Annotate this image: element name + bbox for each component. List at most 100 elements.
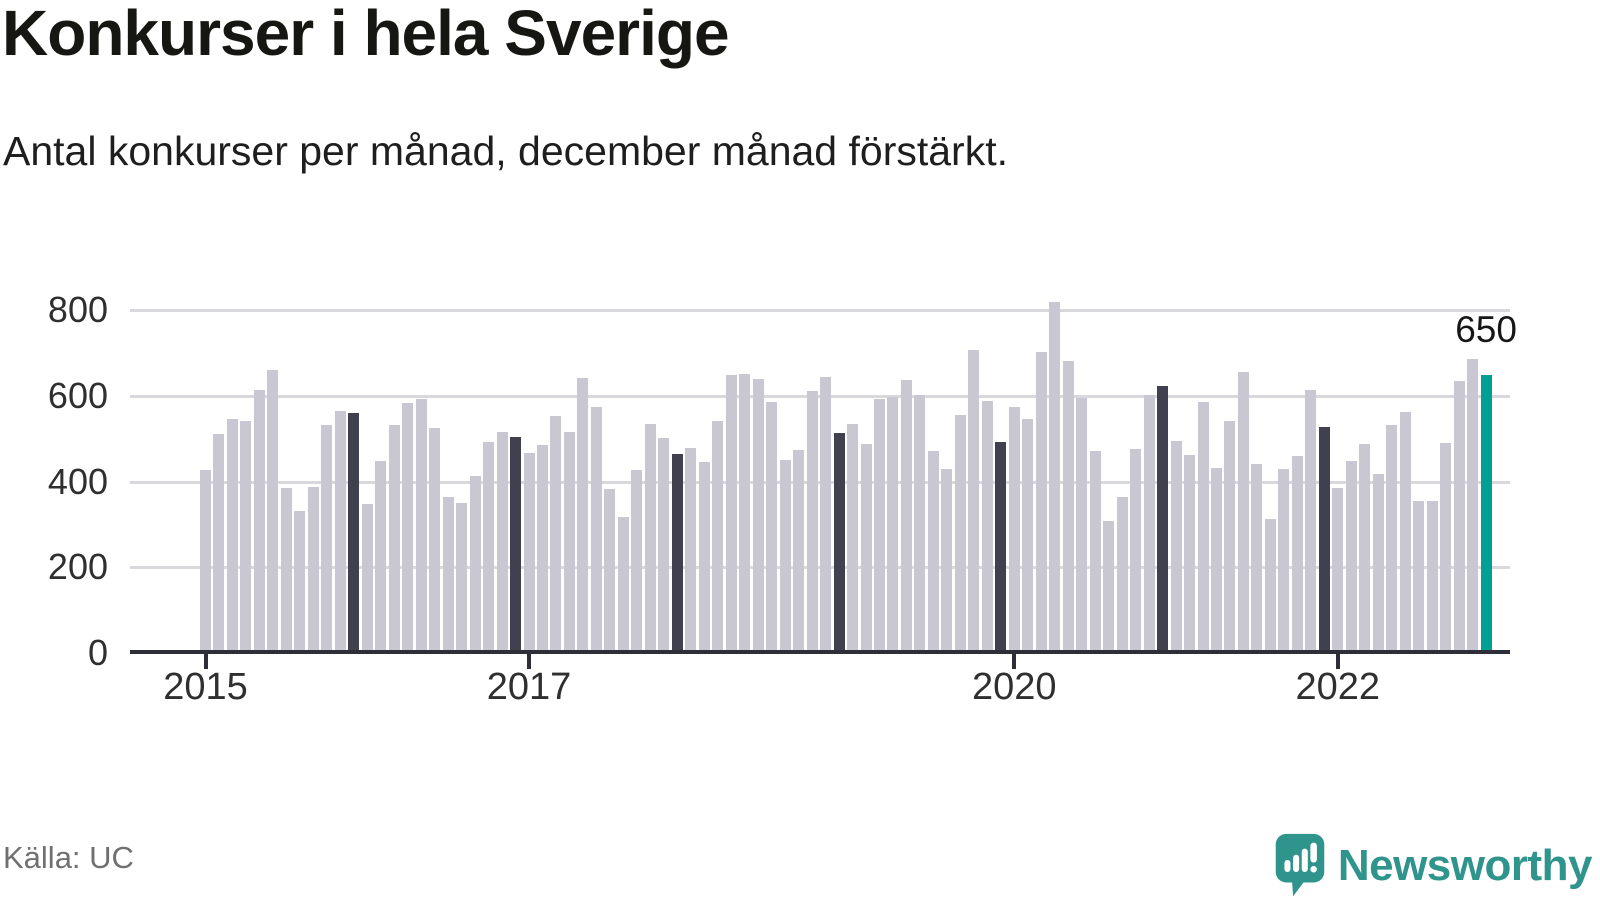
bar-month [334, 411, 346, 654]
gridline-400 [130, 480, 1510, 484]
bar-month [375, 461, 387, 654]
bar-december [995, 442, 1007, 654]
bar-month [1237, 372, 1249, 654]
bar-month [793, 449, 805, 654]
bar-month [887, 397, 899, 654]
bar-month [321, 425, 333, 654]
y-axis-label-400: 400 [47, 460, 108, 502]
bar-month [1278, 469, 1290, 654]
bar-month [563, 431, 575, 654]
bar-month [1251, 463, 1263, 654]
newsworthy-bubble-chart-icon [1274, 832, 1326, 900]
bar-december [671, 454, 683, 654]
x-axis-tick-2022 [1335, 654, 1340, 669]
bar-month [1359, 444, 1371, 654]
bar-month [954, 414, 966, 654]
bar-month [402, 403, 414, 654]
bar-month [860, 444, 872, 654]
bar-latest-month [1480, 375, 1492, 654]
bar-month [280, 487, 292, 654]
bar-month [267, 370, 279, 654]
chart-subtitle: Antal konkurser per månad, december måna… [3, 128, 1008, 174]
bar-month [496, 431, 508, 654]
bar-month [388, 424, 400, 654]
bar-month [1305, 390, 1317, 654]
bar-month [213, 434, 225, 654]
bar-month [456, 502, 468, 654]
bar-month [1089, 451, 1101, 654]
bar-december [510, 436, 522, 654]
bar-month [523, 452, 535, 654]
bar-month [874, 399, 885, 654]
y-axis-label-200: 200 [47, 546, 108, 588]
gridline-200 [130, 566, 1510, 570]
bar-month [1143, 394, 1155, 654]
bar-month [981, 400, 993, 654]
x-axis-tick-2020 [1012, 654, 1017, 669]
bar-month [240, 420, 252, 654]
bar-month [590, 407, 602, 654]
bar-month [1130, 449, 1142, 654]
bar-month [1345, 460, 1357, 654]
bar-month [1116, 497, 1128, 654]
bar-month [1264, 519, 1276, 654]
chart-title: Konkurser i hela Sverige [2, 0, 730, 69]
bar-chart: 0 200 400 600 800 650 2015 2017 2020 2022 [47, 268, 1517, 708]
bar-month [1426, 500, 1438, 654]
bar-month [1332, 488, 1344, 654]
bar-month [1224, 420, 1236, 654]
bar-month [1170, 441, 1182, 654]
bar-month [631, 470, 643, 654]
x-axis-label-2017: 2017 [486, 666, 572, 708]
y-axis-label-0: 0 [87, 632, 108, 673]
bar-month [644, 424, 656, 654]
bar-month [415, 398, 427, 654]
bar-month [307, 486, 319, 654]
y-axis-label-600: 600 [47, 374, 108, 416]
bar-month [712, 421, 724, 654]
bar-month [550, 416, 562, 654]
gridline-800 [130, 309, 1510, 312]
bar-month [739, 373, 751, 654]
bar-month [725, 374, 737, 654]
bar-month [900, 379, 912, 654]
bar-month [752, 378, 764, 654]
gridline-600 [130, 394, 1510, 398]
bar-month [1453, 380, 1465, 654]
bar-month [537, 445, 548, 654]
newsworthy-logo: Newsworthy [1274, 832, 1593, 900]
bar-month [766, 401, 778, 654]
bar-month [698, 461, 710, 654]
bar-december [1318, 427, 1330, 654]
x-axis-tick-2015 [203, 654, 208, 669]
bar-month [806, 391, 818, 654]
bar-month [483, 441, 495, 654]
bar-month [1062, 360, 1074, 654]
plot-area: 650 [130, 268, 1517, 654]
bar-month [1291, 455, 1303, 654]
x-axis-label-2022: 2022 [1295, 666, 1381, 708]
bar-month [604, 488, 616, 654]
bar-month [442, 496, 454, 654]
bar-month [469, 476, 481, 654]
bar-month [1103, 521, 1115, 654]
bar-month [1440, 443, 1452, 654]
bar-december [833, 433, 845, 654]
bar-month [685, 448, 697, 654]
bar-month [914, 394, 926, 654]
bar-month [1049, 302, 1061, 654]
bar-month [1386, 425, 1398, 654]
x-axis-label-2015: 2015 [163, 666, 248, 708]
bar-month [820, 376, 832, 654]
bar-month [429, 427, 441, 654]
bar-month [1413, 500, 1425, 654]
bar-month [361, 503, 373, 654]
bar-month [617, 516, 629, 654]
bar-month [847, 424, 859, 654]
bar-month [577, 377, 589, 654]
bar-month [927, 451, 939, 654]
bar-month [968, 350, 980, 654]
bar-month [1399, 411, 1411, 654]
bar-month [226, 418, 238, 654]
y-axis-label-800: 800 [47, 289, 108, 330]
